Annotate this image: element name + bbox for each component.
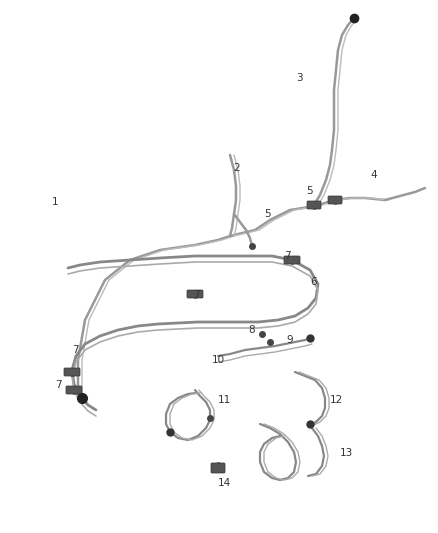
FancyBboxPatch shape [328,196,342,204]
Text: 5: 5 [264,209,271,219]
Text: 4: 4 [370,170,377,180]
FancyBboxPatch shape [64,368,80,376]
FancyBboxPatch shape [307,201,321,209]
Text: 12: 12 [330,395,343,405]
FancyBboxPatch shape [66,386,82,394]
Text: 10: 10 [212,355,225,365]
Text: 7: 7 [72,345,79,355]
FancyBboxPatch shape [187,290,203,298]
Text: 7: 7 [55,380,62,390]
Text: 11: 11 [218,395,231,405]
Text: 5: 5 [306,186,313,196]
Text: 1: 1 [52,197,59,207]
FancyBboxPatch shape [284,256,300,264]
Text: 14: 14 [218,478,231,488]
Text: 6: 6 [310,277,317,287]
Text: 13: 13 [340,448,353,458]
Text: 7: 7 [193,290,200,300]
Text: 2: 2 [233,163,240,173]
Text: 7: 7 [284,251,291,261]
FancyBboxPatch shape [211,463,225,473]
Text: 9: 9 [286,335,293,345]
Text: 8: 8 [248,325,254,335]
Text: 3: 3 [296,73,303,83]
